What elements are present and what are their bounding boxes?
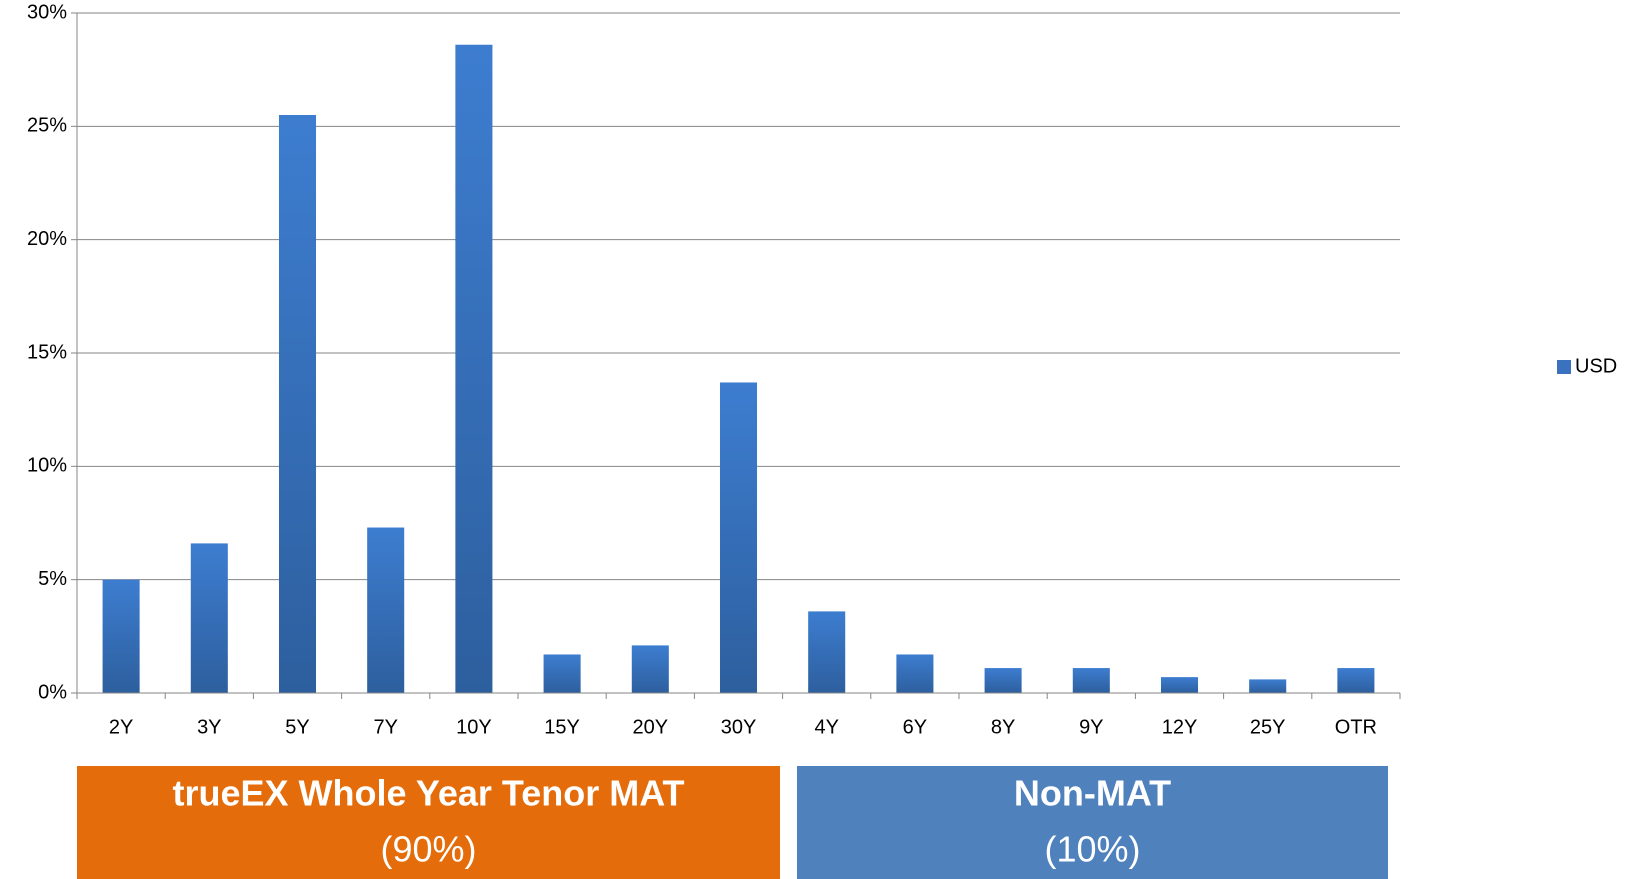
x-tick-label: 8Y [991,716,1015,738]
group-title: Non-MAT [1014,773,1171,814]
x-tick-label: 12Y [1162,716,1198,738]
x-tick-label: 30Y [721,716,757,738]
bar [1072,668,1110,693]
y-tick-label: 20% [27,228,67,250]
legend-label: USD [1575,355,1617,377]
x-tick-label: 2Y [109,716,133,738]
bar [278,115,317,693]
bar [896,654,934,693]
y-tick-label: 5% [38,568,67,590]
bar [190,543,228,693]
x-tick-label: 15Y [544,716,580,738]
bar [1337,668,1375,693]
legend-swatch [1557,360,1571,374]
x-tick-label: 4Y [814,716,838,738]
x-tick-label: 9Y [1079,716,1103,738]
y-tick-label: 30% [27,1,67,23]
group-title: trueEX Whole Year Tenor MAT [172,773,684,814]
x-tick-label: 20Y [633,716,669,738]
y-tick-label: 15% [27,341,67,363]
x-tick-label: 5Y [285,716,309,738]
x-tick-label: OTR [1335,716,1377,738]
bar [1160,677,1199,693]
bar [455,44,493,693]
bar [631,645,669,693]
group-box [797,766,1388,879]
y-tick-label: 25% [27,115,67,137]
x-tick-label: 25Y [1250,716,1286,738]
x-tick-label: 10Y [456,716,492,738]
bar [102,579,140,693]
bar [719,382,758,693]
bar [367,527,405,693]
group-share: (10%) [1044,829,1140,870]
x-tick-label: 3Y [197,716,221,738]
x-tick-label: 7Y [373,716,397,738]
bar [984,668,1022,693]
group-share: (90%) [380,829,476,870]
y-tick-label: 0% [38,681,67,703]
bar [808,611,846,693]
group-box [77,766,780,879]
bar [543,654,581,693]
bar [1249,679,1287,693]
x-tick-label: 6Y [903,716,927,738]
y-tick-label: 10% [27,455,67,477]
